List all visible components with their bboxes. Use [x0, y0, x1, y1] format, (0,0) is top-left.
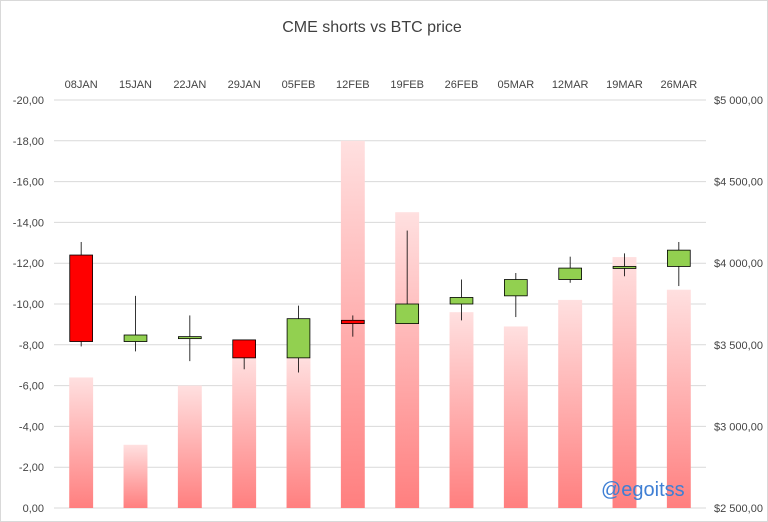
- short-bar: [123, 444, 148, 508]
- right-tick-label: $3 500,00: [714, 340, 763, 352]
- left-tick-label: -12,00: [13, 258, 44, 270]
- short-bar: [449, 312, 474, 508]
- left-tick-label: -14,00: [13, 217, 44, 229]
- category-label: 22JAN: [173, 79, 206, 91]
- short-bar: [558, 299, 583, 508]
- left-tick-label: -2,00: [19, 462, 44, 474]
- short-bar: [286, 357, 311, 508]
- short-bar: [177, 385, 202, 508]
- category-label: 12FEB: [336, 79, 370, 91]
- bar-layer: [69, 140, 691, 509]
- short-bar: [503, 326, 528, 508]
- candle-body: [558, 267, 582, 280]
- chart-title: CME shorts vs BTC price: [282, 19, 462, 36]
- short-bar: [612, 257, 637, 508]
- right-tick-label: $2 500,00: [714, 503, 763, 515]
- candle-body: [667, 249, 691, 267]
- category-label: 26FEB: [445, 79, 479, 91]
- short-bar: [69, 377, 94, 508]
- left-tick-label: -8,00: [19, 340, 44, 352]
- right-tick-label: $4 500,00: [714, 177, 763, 189]
- left-tick-label: -4,00: [19, 421, 44, 433]
- candle-body: [395, 303, 419, 324]
- left-tick-label: -16,00: [13, 177, 44, 189]
- left-tick-label: 0,00: [23, 503, 44, 515]
- candle-body: [69, 254, 93, 342]
- right-tick-label: $5 000,00: [714, 95, 763, 107]
- category-label: 15JAN: [119, 79, 152, 91]
- candle-body: [286, 318, 311, 359]
- candle-body: [123, 334, 148, 342]
- candle-body: [232, 339, 256, 359]
- axis-layer: -20,00 -18,00 -16,00 -14,00 -12,00 -10,00 -8,0…: [13, 79, 763, 515]
- left-tick-label: -6,00: [19, 381, 44, 393]
- candle-body: [341, 319, 365, 324]
- category-label: 19FEB: [390, 79, 424, 91]
- right-tick-label: $4 000,00: [714, 258, 763, 270]
- watermark: @egoitss: [601, 479, 685, 501]
- candle-layer: [69, 230, 691, 373]
- category-label: 26MAR: [660, 79, 697, 91]
- candle-body: [504, 279, 528, 297]
- left-tick-label: -10,00: [13, 299, 44, 311]
- candle-body: [178, 336, 202, 340]
- category-label: 19MAR: [606, 79, 643, 91]
- short-bar: [395, 212, 420, 508]
- left-tick-label: -18,00: [13, 136, 44, 148]
- right-tick-label: $3 000,00: [714, 421, 763, 433]
- short-bar: [232, 357, 257, 508]
- candle-body: [612, 266, 637, 269]
- category-label: 12MAR: [552, 79, 589, 91]
- category-label: 05MAR: [497, 79, 534, 91]
- left-tick-label: -20,00: [13, 95, 44, 107]
- candle-body: [449, 297, 474, 305]
- category-label: 29JAN: [228, 79, 261, 91]
- category-label: 08JAN: [65, 79, 98, 91]
- grid-layer: [54, 99, 706, 509]
- short-bar: [666, 289, 691, 508]
- category-label: 05FEB: [282, 79, 316, 91]
